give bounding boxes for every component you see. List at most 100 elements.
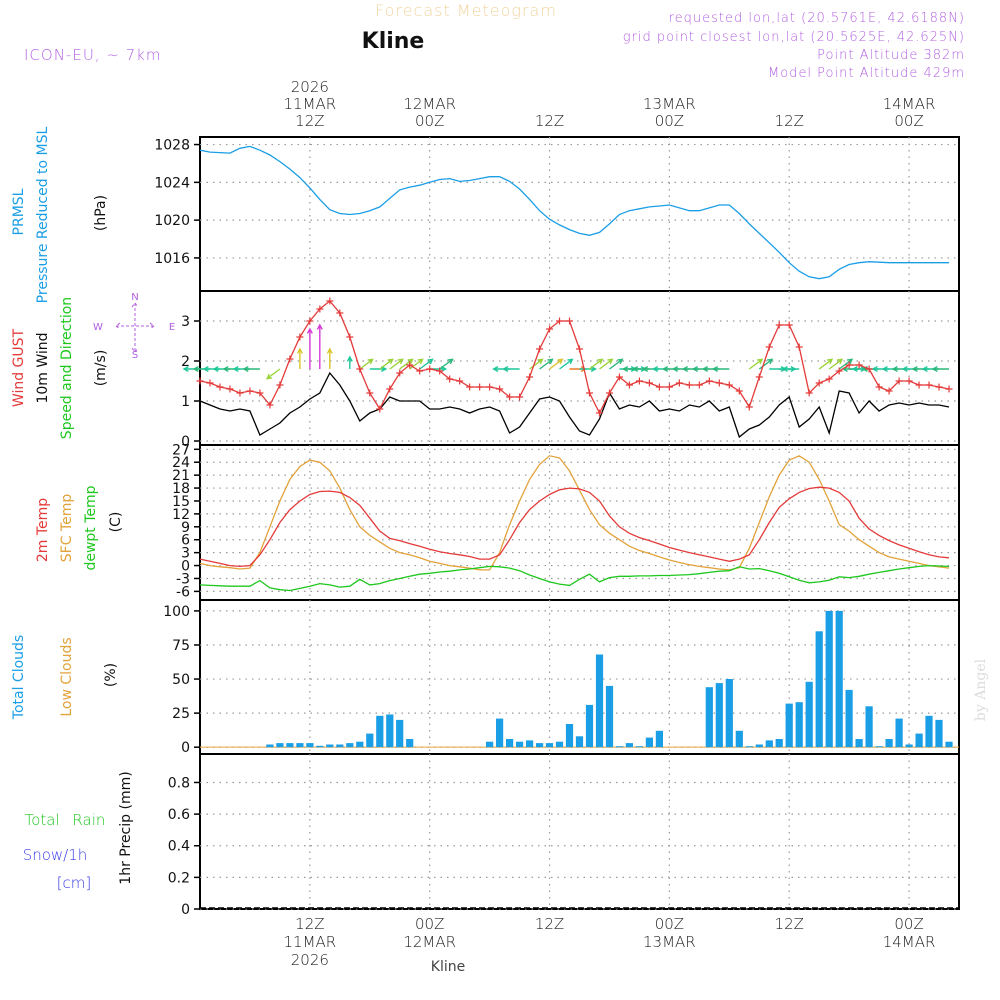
cloud-bar [815, 631, 823, 748]
cloud-bar [935, 719, 943, 748]
y-tick-label: 24 [172, 455, 190, 471]
gust-marker [865, 365, 873, 373]
axis-label: PRMSL [11, 188, 27, 235]
series-line-wind-gust [199, 300, 950, 415]
gust-marker [316, 305, 324, 313]
cloud-bar [875, 746, 883, 748]
wind-arrow [359, 358, 374, 370]
y-tick-label: 18 [172, 481, 190, 497]
axis-label: Speed and Direction [59, 297, 75, 439]
gust-marker [885, 387, 893, 395]
cloud-bar [286, 743, 294, 748]
wind-arrow [711, 365, 730, 373]
cloud-bar [845, 689, 853, 748]
series-line-sfc-temp [199, 455, 950, 571]
gust-marker [805, 389, 813, 397]
time-label-top: 12Z [295, 112, 324, 130]
series-line-prmsl [199, 145, 949, 280]
cloud-bar [536, 743, 544, 748]
gust-marker [825, 375, 833, 383]
cloud-bar [516, 741, 524, 748]
gust-marker [326, 297, 334, 305]
y-tick-label: 0 [181, 434, 190, 450]
gust-marker [546, 325, 554, 333]
cloud-bar [835, 610, 843, 748]
gust-marker [566, 317, 574, 325]
cloud-bar [545, 743, 554, 748]
gust-marker [635, 377, 643, 385]
gust-marker [406, 361, 414, 369]
y-tick-label: 25 [172, 706, 190, 722]
cloud-bar [266, 744, 274, 748]
cloud-bar [765, 740, 773, 748]
time-label-bottom: 00Z [415, 915, 444, 933]
cloud-bar [755, 744, 763, 748]
y-tick-label: 21 [172, 468, 190, 484]
cloud-bar [705, 687, 713, 748]
gust-marker [246, 387, 254, 395]
gust-marker [306, 317, 314, 325]
gust-marker [875, 383, 883, 391]
y-tick-label: 3 [181, 546, 190, 562]
gust-marker [276, 381, 284, 389]
axis-label: (hPa) [93, 195, 109, 231]
cloud-bar [655, 730, 663, 748]
gust-marker [366, 389, 374, 397]
gust-marker [725, 381, 733, 389]
wind-arrow [389, 358, 404, 370]
cloud-bar [496, 718, 504, 748]
time-label-bottom: 11MAR [283, 933, 336, 951]
cloud-bar [555, 741, 564, 748]
wind-arrow [609, 358, 624, 370]
wind-arrow [346, 355, 353, 369]
time-label-top: 00Z [894, 112, 923, 130]
axis-label: SFC Temp [59, 494, 75, 563]
wind-arrow [265, 368, 281, 380]
wind-arrow [539, 358, 554, 370]
wind-arrow [529, 358, 544, 370]
wind-arrow [502, 365, 520, 373]
y-tick-label: 0.6 [168, 807, 190, 823]
wind-arrow [931, 365, 949, 373]
cloud-bar [805, 681, 813, 748]
gust-marker [556, 317, 564, 325]
compass-north: N [131, 292, 138, 303]
axis-label: (C) [108, 512, 124, 533]
gust-marker [755, 373, 763, 381]
y-tick-label: 12 [172, 507, 190, 523]
gust-marker [226, 385, 234, 393]
gust-marker [256, 389, 264, 397]
cloud-bar [915, 733, 923, 748]
total-rain-legend: Total Rain [25, 811, 106, 829]
wind-arrow [589, 358, 604, 370]
gust-marker [456, 377, 464, 385]
cloud-bar [645, 737, 653, 748]
time-label-bottom: 00Z [655, 915, 684, 933]
gust-marker [845, 361, 853, 369]
gust-marker [895, 377, 903, 385]
gust-marker [426, 365, 434, 373]
time-label-bottom: 12Z [775, 915, 804, 933]
axis-label: Pressure Reduced to MSL [35, 126, 51, 303]
y-tick-label: -3 [176, 571, 190, 587]
cloud-bar [276, 743, 284, 748]
gust-marker [835, 367, 843, 375]
cloud-bar [825, 610, 833, 748]
wind-arrow [599, 358, 614, 370]
gust-marker [346, 333, 354, 341]
time-label-bottom: 12Z [295, 915, 324, 933]
wind-arrow [419, 358, 434, 370]
cloud-bar [865, 706, 873, 748]
y-tick-label: 50 [172, 672, 190, 688]
cloud-bar [396, 719, 404, 748]
y-tick-label: 2 [181, 354, 190, 370]
gust-marker [745, 403, 753, 411]
time-label-top: 14MAR [883, 95, 936, 113]
gust-marker [665, 383, 673, 391]
gust-marker [286, 355, 294, 363]
y-tick-label: 0.2 [168, 870, 190, 886]
cloud-bar [605, 685, 614, 748]
